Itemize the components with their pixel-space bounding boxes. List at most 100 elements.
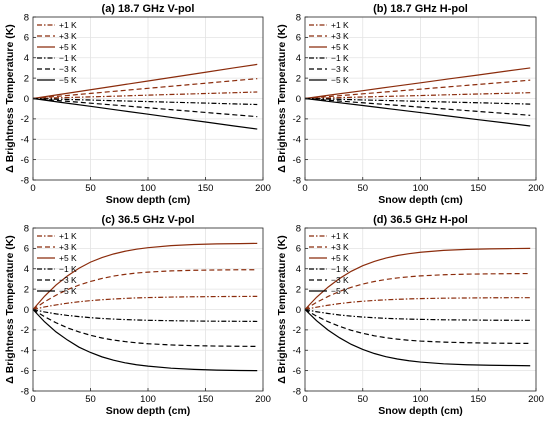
chart-title: (d) 36.5 GHz H-pol [373,214,468,226]
y-tick-label: 2 [296,73,301,84]
x-tick-label: 100 [413,394,429,405]
x-tick-label: 50 [85,394,96,405]
y-tick-label: 0 [24,305,29,316]
y-axis-label: Δ Brightness Temperature (K) [4,24,16,173]
legend-label: −3 K [331,64,349,74]
y-tick-label: -2 [293,114,301,125]
legend-label: −1 K [59,264,77,274]
x-tick-label: 50 [357,183,368,194]
series-line [32,78,258,100]
legend-label: +3 K [59,242,77,252]
y-tick-label: 6 [296,33,301,44]
chart-title: (a) 18.7 GHz V-pol [102,3,195,15]
x-tick-label: 0 [30,183,35,194]
series-line [32,63,258,100]
legend-label: +1 K [59,231,77,241]
x-tick-label: 50 [85,183,96,194]
y-tick-label: -2 [293,325,301,336]
x-axis-label: Snow depth (cm) [106,405,191,417]
x-tick-label: 200 [255,183,271,194]
series-line [304,297,531,311]
legend-label: −3 K [331,275,349,285]
legend-label: −1 K [331,53,349,63]
legend-label: +1 K [331,20,349,30]
x-tick-label: 100 [140,394,156,405]
chart-title: (c) 36.5 GHz V-pol [102,214,195,226]
series-line [32,97,258,118]
y-tick-label: -4 [21,346,29,357]
legend-label: +1 K [59,20,77,30]
series-line [304,97,531,105]
y-tick-label: -6 [293,155,301,166]
x-tick-label: 100 [140,183,156,194]
y-tick-label: 0 [296,94,301,105]
y-tick-label: -6 [293,366,301,377]
y-tick-label: 4 [296,53,301,64]
series-line [304,247,531,310]
x-tick-label: 0 [302,394,307,405]
chart-panel: 0 50 100 150 200 -8 -6 -4 -2 0 2 4 6 8 (b) 18.7 GHz H-… [276,3,544,206]
y-tick-label: 6 [296,244,301,255]
y-tick-label: -4 [293,135,301,146]
series-line [32,295,258,311]
chart-panel: 0 50 100 150 200 -8 -6 -4 -2 0 2 4 6 8 (a) 18.7 GHz V-… [4,3,271,206]
series-line [32,242,258,310]
y-tick-label: -6 [21,366,29,377]
legend-label: +3 K [331,31,349,41]
y-tick-label: -8 [21,386,29,397]
y-tick-label: 8 [24,12,29,23]
y-axis-label: Δ Brightness Temperature (K) [276,235,288,384]
y-tick-label: 6 [24,33,29,44]
y-tick-label: 8 [296,12,301,23]
y-tick-label: 8 [24,223,29,234]
x-tick-label: 150 [470,183,486,194]
legend-label: −1 K [59,53,77,63]
series-line [32,269,258,310]
legend-label: −5 K [331,75,349,85]
x-tick-label: 200 [255,394,271,405]
y-tick-label: 4 [24,53,29,64]
y-tick-label: 8 [296,223,301,234]
legend-label: −5 K [331,286,349,296]
legend-label: −3 K [59,64,77,74]
x-tick-label: 0 [302,183,307,194]
y-tick-label: -2 [21,114,29,125]
y-tick-label: 6 [24,244,29,255]
x-tick-label: 100 [413,183,429,194]
series-line [304,79,531,100]
x-axis-label: Snow depth (cm) [106,194,191,206]
x-tick-label: 150 [198,183,214,194]
y-tick-label: -8 [21,175,29,186]
legend-label: +5 K [331,42,349,52]
legend-label: +5 K [331,253,349,263]
series-line [304,309,531,367]
x-tick-label: 0 [30,394,35,405]
legend-label: −3 K [59,275,77,285]
series-line [32,97,258,106]
y-axis-label: Δ Brightness Temperature (K) [276,24,288,173]
series-line [304,97,531,116]
x-tick-label: 50 [357,394,368,405]
x-axis-label: Snow depth (cm) [378,405,463,417]
y-tick-label: 4 [296,264,301,275]
y-tick-label: 2 [24,73,29,84]
y-tick-label: 2 [296,284,301,295]
y-axis-label: Δ Brightness Temperature (K) [4,235,16,384]
series-line [32,308,258,323]
series-line [304,308,531,345]
y-tick-label: 0 [24,94,29,105]
y-tick-label: 4 [24,264,29,275]
y-tick-label: -4 [21,135,29,146]
chart-panel: 0 50 100 150 200 -8 -6 -4 -2 0 2 4 6 8 (d) 36.5 GHz H-… [276,214,544,417]
series-line [304,97,531,127]
x-tick-label: 150 [470,394,486,405]
series-line [32,308,258,347]
series-line [304,92,531,100]
series-line [32,97,258,130]
legend-label: +5 K [59,42,77,52]
series-line [304,272,531,311]
chart-title: (b) 18.7 GHz H-pol [373,3,468,15]
x-tick-label: 200 [528,394,544,405]
series-line [304,67,531,100]
y-tick-label: -4 [293,346,301,357]
